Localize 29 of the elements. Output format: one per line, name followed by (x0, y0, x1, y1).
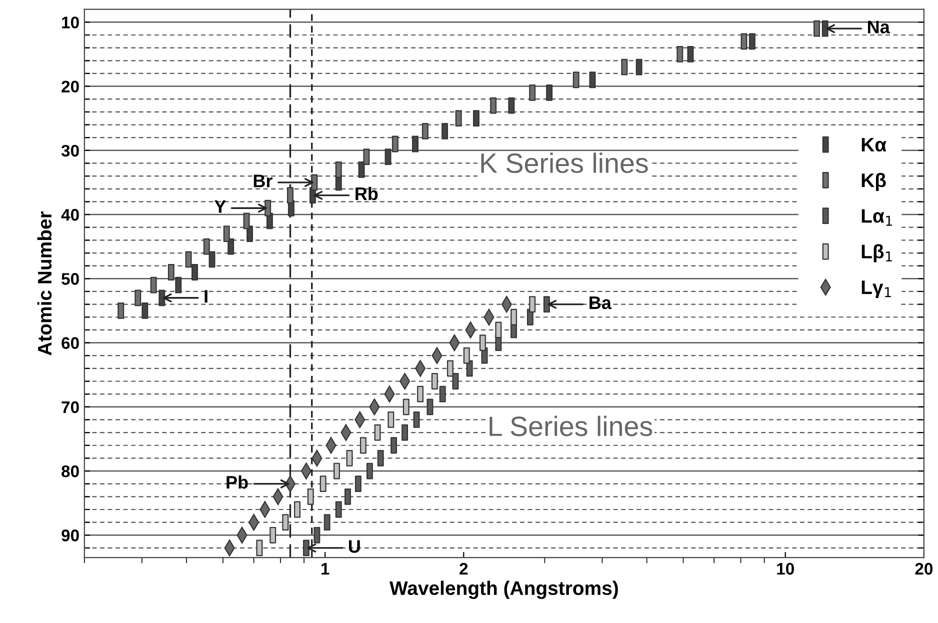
legend-label: Kβ (862, 172, 886, 192)
y-tick-label: 30 (61, 144, 79, 157)
annotation: L Series lines (490, 416, 652, 436)
y-tick-label: 10 (62, 16, 79, 28)
y-tick-label: 20 (62, 80, 79, 92)
x-tick-label: 1 (322, 563, 330, 575)
x-axis-title: Wavelength (Angstroms) (390, 580, 618, 599)
y-axis-title: Atomic Number (37, 211, 52, 356)
legend-label: Kα (862, 138, 886, 152)
y-tick-label: 50 (62, 273, 79, 285)
y-tick-label: 40 (61, 208, 79, 221)
y-tick-label: 70 (62, 401, 79, 414)
annotation: Y (214, 200, 226, 213)
legend-label: Lβ$_{1}$ (862, 244, 892, 262)
legend-label: Lγ$_{1}$ (862, 280, 891, 298)
annotation: Na (868, 20, 890, 34)
x-tick-label: 20 (915, 562, 933, 575)
annotation: Rb (356, 186, 378, 200)
annotation: K Series lines (481, 152, 648, 174)
annotation: I (204, 290, 208, 303)
x-tick-label: 10 (777, 562, 794, 575)
annotation: Br (254, 174, 272, 188)
y-tick-label: 80 (62, 465, 79, 478)
annotation: Ba (590, 296, 612, 310)
x-tick-label: 2 (460, 562, 468, 575)
y-tick-label: 90 (62, 530, 79, 542)
legend-label: Lα$_{1}$ (862, 209, 892, 226)
y-tick-label: 60 (62, 337, 79, 349)
annotation: Pb (226, 475, 248, 489)
